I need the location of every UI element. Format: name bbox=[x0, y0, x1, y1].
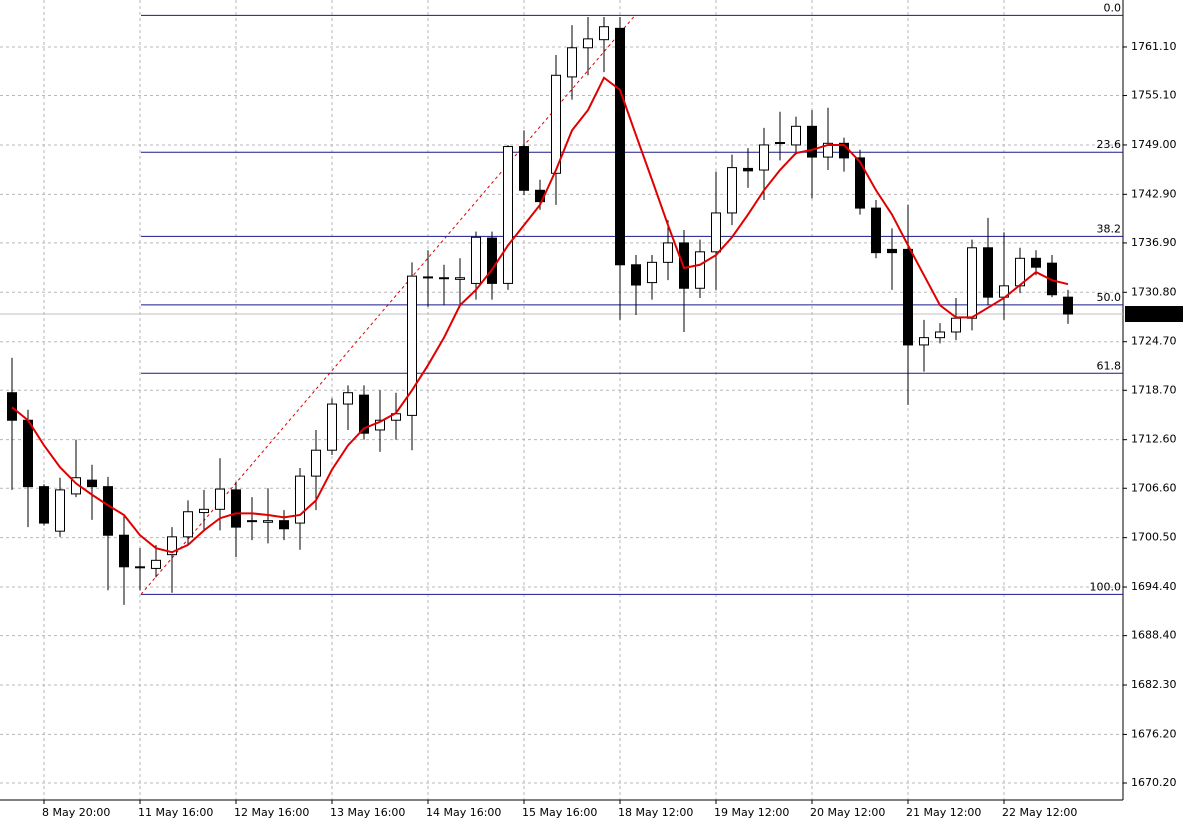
candle-body bbox=[599, 26, 609, 41]
candle-body bbox=[1063, 296, 1073, 315]
candle-body bbox=[231, 489, 241, 528]
y-tick-label: 1736.90 bbox=[1131, 236, 1177, 249]
x-tick-label: 14 May 16:00 bbox=[426, 806, 501, 819]
candle-body bbox=[359, 394, 369, 434]
y-tick-label: 1724.70 bbox=[1131, 335, 1177, 348]
x-tick-label: 22 May 12:00 bbox=[1002, 806, 1077, 819]
candle-body bbox=[423, 276, 433, 279]
candle-body bbox=[935, 331, 945, 339]
candle-body bbox=[375, 419, 385, 431]
y-tick-label: 1761.10 bbox=[1131, 40, 1177, 53]
candle-body bbox=[855, 157, 865, 209]
candle-body bbox=[807, 125, 817, 158]
y-tick-label: 1676.20 bbox=[1131, 727, 1177, 740]
candle-body bbox=[727, 167, 737, 214]
candle-body bbox=[887, 248, 897, 254]
candle-body bbox=[103, 486, 113, 536]
fib-label: 0.0 bbox=[1104, 1, 1122, 14]
candle-body bbox=[871, 207, 881, 254]
candle-body bbox=[951, 317, 961, 333]
candle-body bbox=[631, 264, 641, 286]
candle-body bbox=[279, 520, 289, 530]
candle-body bbox=[471, 236, 481, 284]
candle-body bbox=[919, 337, 929, 346]
x-tick-label: 13 May 16:00 bbox=[330, 806, 405, 819]
y-tick-label: 1700.50 bbox=[1131, 531, 1177, 544]
candle-body bbox=[439, 277, 449, 280]
x-tick-label: 18 May 12:00 bbox=[618, 806, 693, 819]
fib-label: 23.6 bbox=[1097, 138, 1122, 151]
candle-body bbox=[295, 475, 305, 524]
fib-label: 61.8 bbox=[1097, 359, 1122, 372]
candle-body bbox=[967, 247, 977, 319]
candle-body bbox=[167, 536, 177, 556]
candle-body bbox=[343, 392, 353, 405]
x-tick-label: 20 May 12:00 bbox=[810, 806, 885, 819]
candle-body bbox=[823, 142, 833, 158]
candle-body bbox=[503, 146, 513, 284]
candle-body bbox=[407, 275, 417, 416]
candle-body bbox=[263, 520, 273, 523]
candle-body bbox=[119, 534, 129, 568]
candle-body bbox=[567, 47, 577, 78]
x-tick-label: 15 May 16:00 bbox=[522, 806, 597, 819]
x-tick-label: 8 May 20:00 bbox=[42, 806, 110, 819]
candle-body bbox=[551, 74, 561, 174]
y-tick-label: 1730.80 bbox=[1131, 285, 1177, 298]
y-tick-label: 1706.60 bbox=[1131, 481, 1177, 494]
y-tick-label: 1712.60 bbox=[1131, 433, 1177, 446]
moving-average bbox=[11, 76, 1069, 554]
candle-body bbox=[23, 419, 33, 488]
candle-body bbox=[7, 392, 17, 421]
candle-body bbox=[55, 489, 65, 532]
candle-body bbox=[199, 508, 209, 514]
fib-label: 38.2 bbox=[1097, 222, 1122, 235]
candle-body bbox=[487, 237, 497, 284]
x-tick-label: 21 May 12:00 bbox=[906, 806, 981, 819]
candle-body bbox=[791, 125, 801, 146]
y-tick-label: 1670.20 bbox=[1131, 776, 1177, 789]
candle-body bbox=[311, 449, 321, 477]
candle-body bbox=[183, 511, 193, 538]
candle-body bbox=[903, 248, 913, 346]
candle-body bbox=[647, 261, 657, 284]
candle-body bbox=[583, 38, 593, 49]
candle-body bbox=[615, 27, 625, 266]
y-tick-label: 1694.40 bbox=[1131, 580, 1177, 593]
y-tick-label: 1749.00 bbox=[1131, 138, 1177, 151]
candle-body bbox=[455, 277, 465, 280]
candle-body bbox=[1031, 257, 1041, 268]
y-tick-label: 1742.90 bbox=[1131, 187, 1177, 200]
candle-body bbox=[247, 520, 257, 523]
current-price-box bbox=[1125, 306, 1183, 323]
current-price-label: 1728.12 bbox=[1131, 307, 1177, 320]
candle-body bbox=[775, 142, 785, 145]
candle-body bbox=[215, 488, 225, 510]
candle-body bbox=[663, 242, 673, 263]
candle-body bbox=[743, 167, 753, 172]
candle-body bbox=[87, 479, 97, 488]
fib-label: 100.0 bbox=[1090, 580, 1122, 593]
y-tick-label: 1688.40 bbox=[1131, 629, 1177, 642]
candle-body bbox=[759, 144, 769, 171]
y-tick-label: 1718.70 bbox=[1131, 383, 1177, 396]
y-tick-label: 1755.10 bbox=[1131, 89, 1177, 102]
x-tick-label: 12 May 16:00 bbox=[234, 806, 309, 819]
candle-body bbox=[983, 247, 993, 298]
candle-body bbox=[695, 251, 705, 289]
candle-body bbox=[711, 212, 721, 253]
fib-label: 50.0 bbox=[1097, 291, 1122, 304]
y-tick-label: 1682.30 bbox=[1131, 678, 1177, 691]
candle-body bbox=[135, 566, 145, 569]
candle-body bbox=[39, 486, 49, 524]
x-tick-label: 11 May 16:00 bbox=[138, 806, 213, 819]
candle-body bbox=[151, 559, 161, 569]
x-tick-label: 19 May 12:00 bbox=[714, 806, 789, 819]
candle-body bbox=[327, 403, 337, 451]
candle-body bbox=[519, 146, 529, 191]
